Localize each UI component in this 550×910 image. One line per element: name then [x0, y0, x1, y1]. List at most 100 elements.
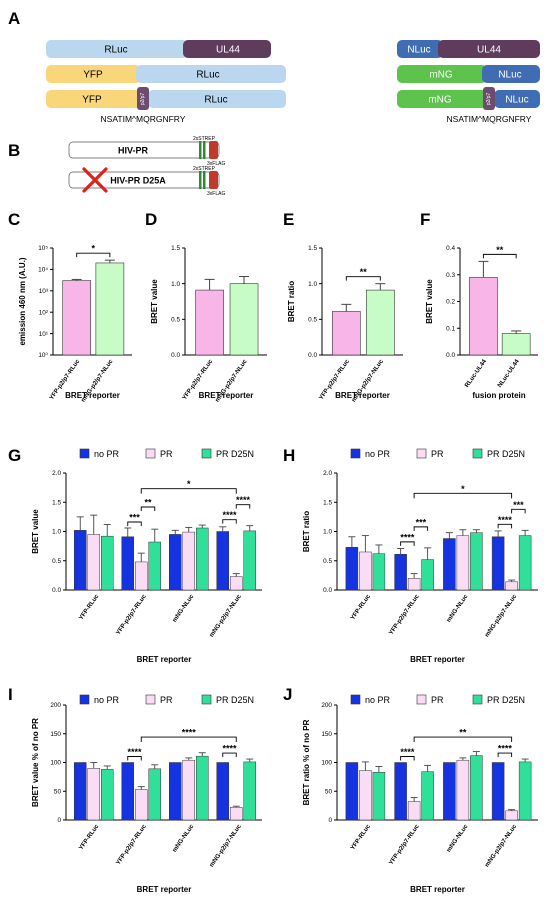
significance-label: ****: [400, 747, 415, 757]
bar-PR-YFP-RLuc: [87, 534, 100, 591]
significance-bracket: [511, 508, 526, 514]
nluc-label: NLuc: [505, 95, 528, 106]
y-axis-title: BRET value % of no PR: [31, 718, 40, 807]
significance-long-bracket: [413, 736, 513, 743]
legend-swatch-PR D25N: [472, 694, 483, 705]
bar-PR D25N-mNG-NLuc: [470, 532, 483, 591]
y-tick-label: 0.5: [308, 317, 317, 324]
strep-tag: [199, 171, 202, 189]
bar-PR D25N-YFP-p2/p7-RLuc: [421, 771, 434, 821]
construct-mng-p2p7-nluc: p2/p7 mNG NLuc NSATIM^MQRGNFRY: [397, 87, 540, 124]
legend-label-PR: PR: [431, 449, 444, 459]
chart-j: 0 50 100 150 200 BRET ratio % of no PR YFP-RLu…: [302, 694, 538, 894]
rluc-label: RLuc: [196, 70, 219, 81]
bar-PR-YFP-RLuc: [87, 768, 100, 821]
chart-i: 0 50 100 150 200 BRET value % of no PR YFP-RLu…: [31, 694, 262, 894]
ul44-domain: [438, 40, 540, 58]
significance-label: ***: [416, 517, 427, 527]
panel-label-j: J: [283, 685, 292, 704]
panel-label-b: B: [8, 141, 20, 160]
significance-bracket: [400, 756, 415, 761]
y-axis-title: BRET ratio % of no PR: [302, 719, 311, 805]
strep-label: 2xSTREP: [193, 166, 216, 172]
nluc-domain: [494, 90, 540, 108]
strep-label: 2xSTREP: [193, 136, 216, 142]
y-axis-title: BRET value: [150, 279, 159, 324]
y-tick-label: 150: [50, 731, 61, 738]
ul44-domain: [183, 40, 271, 58]
x-tick-label: mNG-p2/p7-NLuc: [208, 823, 243, 869]
y-tick-label: 1.5: [323, 499, 332, 506]
bar-no PR-YFP-p2/p7-RLuc: [394, 762, 407, 821]
significance-long-bracket: [140, 488, 237, 494]
significance-bracket: [76, 252, 111, 258]
significance-bracket: [127, 756, 142, 761]
legend-label-PR: PR: [160, 449, 173, 459]
y-tick-label: 0: [328, 817, 332, 824]
bar-mNG-p2/p7-NLuc: [229, 283, 259, 356]
legend-swatch-no PR: [350, 448, 361, 459]
rluc-label: RLuc: [104, 45, 127, 56]
bar-PR D25N-mNG-p2/p7-NLuc: [518, 761, 532, 821]
significance-long-bracket: [140, 736, 237, 743]
bar-PR D25N-mNG-NLuc: [196, 755, 209, 821]
bar-no PR-mNG-NLuc: [169, 534, 182, 591]
p2p7-linker: [137, 87, 149, 110]
panel-label-c: C: [8, 210, 20, 229]
panel-label-e: E: [283, 210, 294, 229]
bar-YFP-p2/p7-RLuc: [331, 311, 361, 356]
bar-PR D25N-mNG-NLuc: [470, 755, 483, 821]
legend-label-no PR: no PR: [94, 449, 120, 459]
x-tick-label: mNG-NLuc: [445, 593, 470, 624]
flag-label: 3xFLAG: [207, 161, 225, 167]
bar-no PR-mNG-p2/p7-NLuc: [216, 762, 229, 821]
bar-PR-mNG-p2/p7-NLuc: [230, 807, 243, 821]
nluc-domain: [482, 65, 540, 83]
yfp-domain: [46, 90, 141, 108]
bar-no PR-YFP-RLuc: [74, 530, 87, 591]
flag-tag: [209, 141, 218, 159]
y-tick-label: 10⁴: [38, 267, 48, 274]
significance-label: **: [360, 267, 368, 277]
significance-long-label: *: [461, 484, 465, 494]
y-tick-label: 0.2: [446, 299, 455, 306]
bar-PR D25N-YFP-RLuc: [101, 535, 114, 591]
significance-label: ****: [400, 532, 415, 542]
significance-label: **: [144, 497, 152, 507]
legend-swatch-PR: [416, 694, 427, 705]
x-tick-label: mNG-p2/p7-NLuc: [208, 593, 243, 639]
x-tick-label: YFP-p2/p7-RLuc: [388, 593, 421, 637]
mng-label: mNG: [429, 70, 453, 81]
bar-no PR-mNG-NLuc: [169, 762, 182, 821]
panel-label-g: G: [8, 446, 21, 465]
significance-bracket: [235, 504, 251, 509]
significance-label: ****: [127, 747, 142, 757]
hiv-pr-label: HIV-PR: [118, 146, 149, 156]
bar-no PR-mNG-p2/p7-NLuc: [491, 536, 505, 591]
x-tick-label: YFP-p2/p7-RLuc: [388, 823, 421, 867]
chart-f: 0.0 0.1 0.2 0.3 0.4 BRET value RLuc-UL44 NLuc-U…: [425, 245, 538, 400]
bar-no PR-YFP-p2/p7-RLuc: [121, 536, 134, 591]
charts-layer: 10⁰ 10¹ 10² 10³ 10⁴ 10⁵ emission 460 nm (A.U.)…: [18, 244, 538, 894]
significance-long-label: *: [187, 479, 191, 489]
legend-label-PR: PR: [160, 695, 173, 705]
y-tick-label: 200: [321, 702, 332, 709]
chart-h: 0.0 0.5 1.0 1.5 2.0 BRET ratio YFP-RLuc YFP-p2/…: [302, 448, 538, 664]
mng-domain: [397, 65, 487, 83]
chart-c: 10⁰ 10¹ 10² 10³ 10⁴ 10⁵ emission 460 nm (A.U.)…: [18, 244, 132, 404]
x-tick-label: YFP-RLuc: [349, 823, 372, 852]
y-axis-title: BRET value: [31, 509, 40, 554]
legend-swatch-PR: [145, 694, 156, 705]
bar-no PR-YFP-RLuc: [345, 547, 359, 591]
bar-no PR-mNG-p2/p7-NLuc: [491, 762, 505, 821]
linker-label: p2/p7: [140, 93, 146, 106]
bar-no PR-mNG-p2/p7-NLuc: [216, 531, 229, 591]
cleavage-site-label: NSATIM^MQRGNFRY: [101, 114, 186, 124]
linker-label: p2/p7: [486, 93, 492, 106]
significance-bracket: [497, 523, 513, 529]
bar-no PR-mNG-NLuc: [443, 538, 456, 591]
nluc-label: NLuc: [498, 70, 521, 81]
bar-PR-mNG-p2/p7-NLuc: [230, 576, 243, 591]
